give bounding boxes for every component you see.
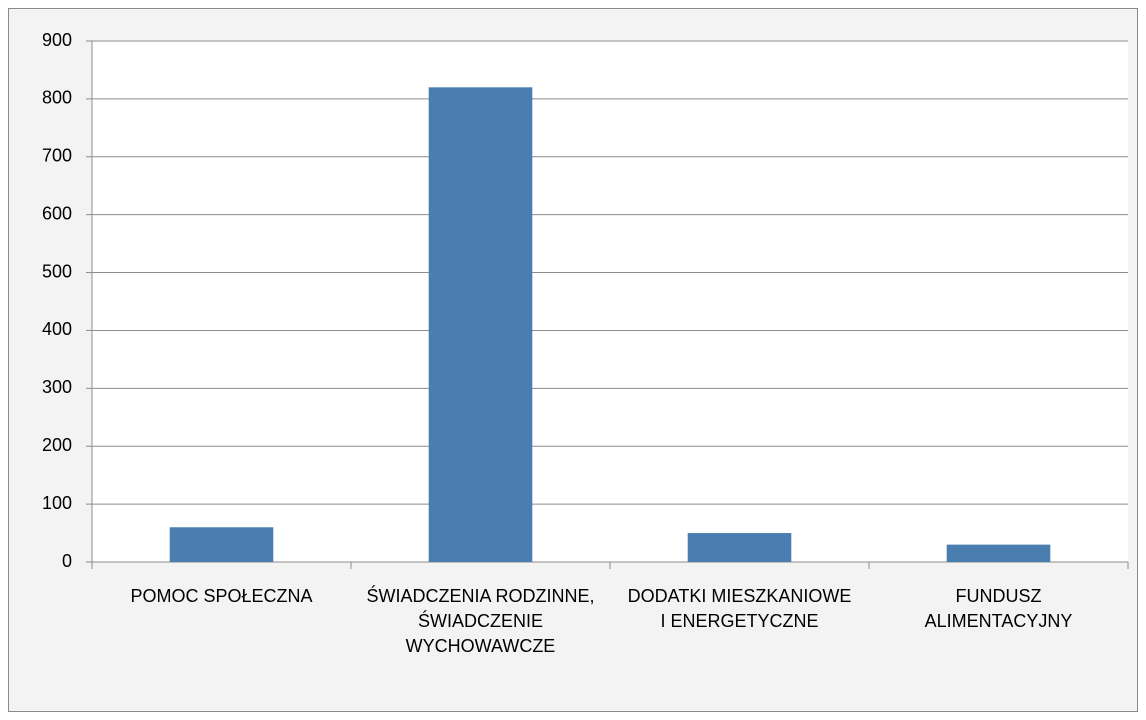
y-tick-label: 900 (42, 30, 72, 50)
y-tick-label: 300 (42, 377, 72, 397)
bar (687, 533, 792, 562)
bar (946, 544, 1051, 562)
y-tick-label: 100 (42, 493, 72, 513)
y-tick-label: 700 (42, 146, 72, 166)
x-tick-label: ŚWIADCZENIA RODZINNE, ŚWIADCZENIE WYCHOW… (366, 586, 595, 656)
plot-area (92, 41, 1128, 562)
y-tick-label: 0 (62, 551, 72, 571)
bar (169, 527, 274, 562)
y-tick-label: 600 (42, 203, 72, 223)
y-tick-label: 200 (42, 435, 72, 455)
x-tick-label: POMOC SPOŁECZNA (130, 586, 313, 606)
y-tick-label: 400 (42, 319, 72, 339)
y-tick-label: 800 (42, 88, 72, 108)
bar (428, 87, 533, 563)
y-tick-label: 500 (42, 261, 72, 281)
x-tick-label: FUNDUSZ ALIMENTACYJNY (924, 586, 1073, 631)
x-tick-label: DODATKI MIESZKANIOWE I ENERGETYCZNE (627, 586, 852, 631)
